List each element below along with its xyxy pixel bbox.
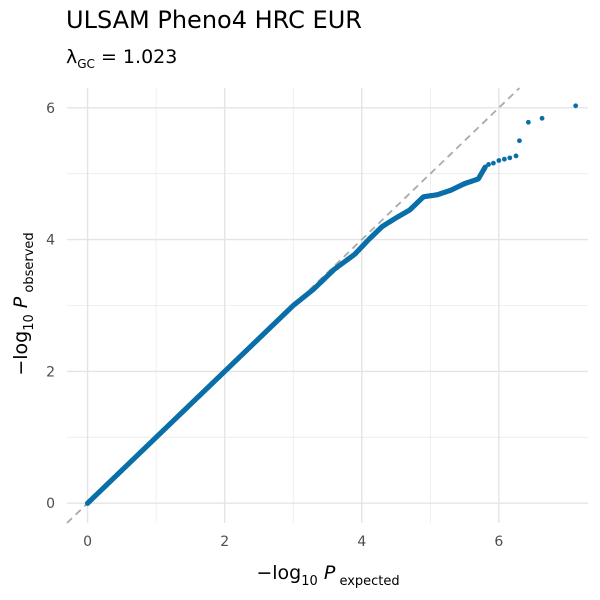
qq-point — [507, 155, 513, 161]
qq-point — [501, 156, 507, 162]
qq-point — [490, 160, 496, 166]
lambda-subscript: GC — [77, 56, 95, 71]
y-tick-label: 4 — [46, 233, 55, 249]
qq-point — [486, 162, 491, 167]
y-tick-labels: 0 2 4 6 — [46, 101, 55, 512]
x-tick-label: 2 — [220, 534, 229, 550]
y-axis-label: −log10 P observed — [10, 232, 37, 375]
qq-point — [517, 138, 522, 144]
lambda-value: = 1.023 — [94, 46, 178, 68]
chart-title: ULSAM Pheno4 HRC EUR — [66, 6, 362, 34]
data-points — [84, 103, 579, 506]
qq-point — [496, 158, 502, 163]
y-tick-label: 0 — [46, 496, 55, 512]
x-tick-label: 4 — [357, 534, 366, 550]
y-tick-label: 2 — [46, 364, 55, 380]
x-tick-labels: 0 2 4 6 — [83, 534, 503, 550]
x-tick-label: 0 — [83, 534, 92, 550]
qq-point — [573, 103, 579, 109]
qq-point — [513, 153, 519, 159]
chart-subtitle: λGC = 1.023 — [66, 46, 177, 71]
qq-point — [482, 164, 488, 170]
grid-minor — [67, 88, 588, 523]
x-axis-label: −log10 P expected — [256, 562, 399, 589]
qq-point — [539, 115, 545, 121]
lambda-symbol: λ — [66, 46, 78, 68]
qq-point — [525, 119, 531, 125]
y-tick-label: 6 — [46, 101, 55, 117]
grid-major — [67, 88, 588, 523]
x-tick-label: 6 — [494, 534, 503, 550]
